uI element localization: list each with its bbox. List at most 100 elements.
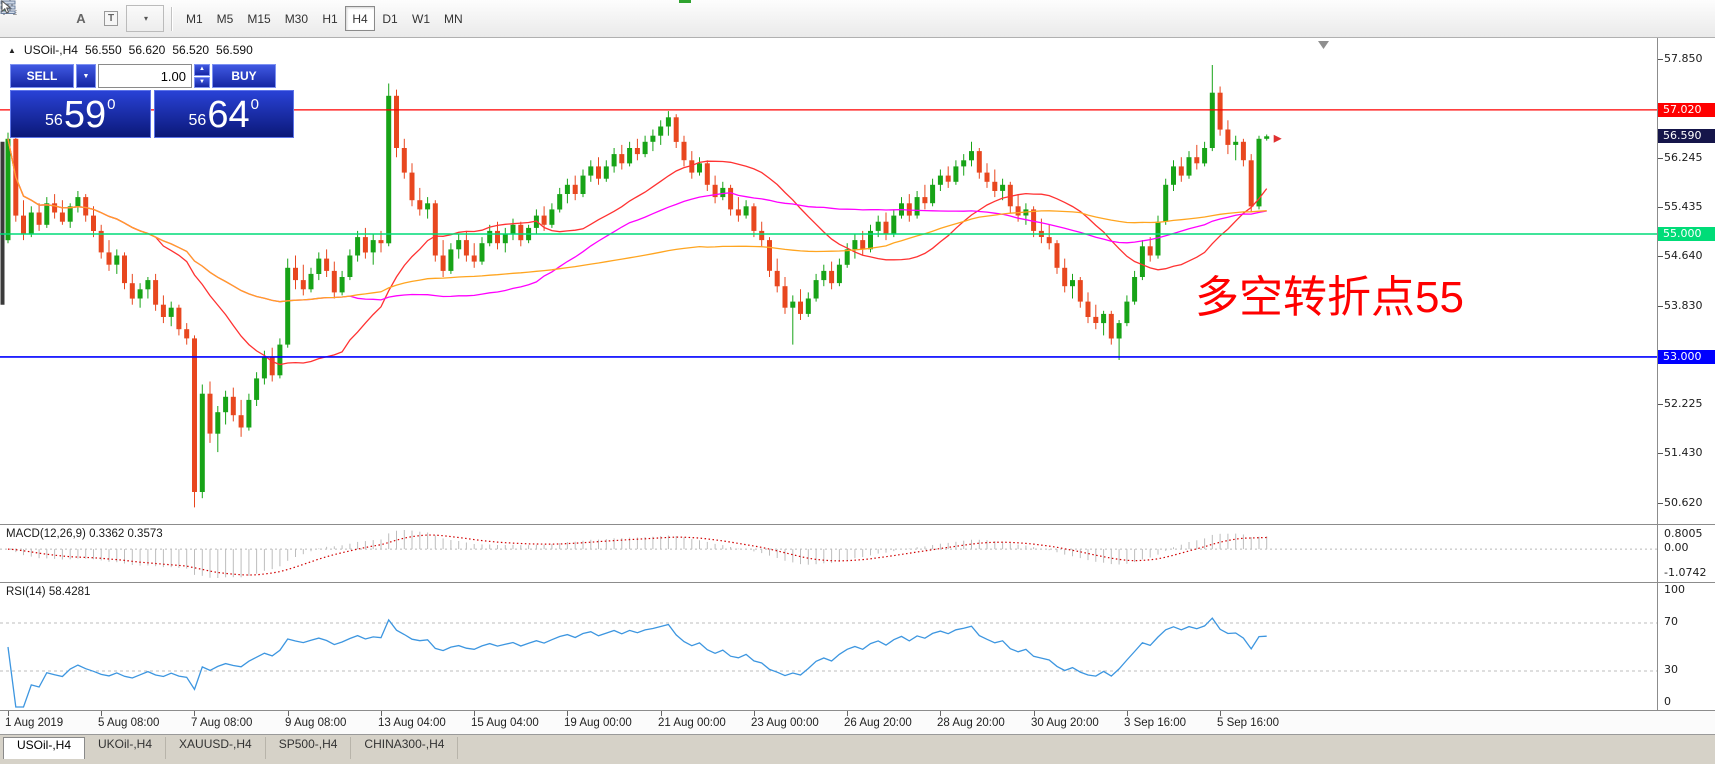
time-axis-tick [194, 711, 195, 716]
text-box-icon: T [103, 11, 119, 26]
price-axis-label: 52.225 [1664, 397, 1703, 410]
font-icon: A [76, 11, 86, 26]
macd-canvas[interactable] [0, 525, 1657, 582]
volume-input[interactable] [98, 64, 192, 88]
tab-sp500-h4[interactable]: SP500-,H4 [266, 737, 352, 759]
window-list-icon[interactable] [0, 0, 66, 32]
timeframe-d1[interactable]: D1 [375, 6, 405, 31]
timeframe-m1[interactable]: M1 [179, 6, 210, 31]
rsi-axis-label: 100 [1664, 583, 1685, 596]
volume-dropdown-button[interactable]: ▼ [76, 64, 96, 88]
font-tool-button[interactable]: A [66, 5, 96, 32]
time-axis-label: 7 Aug 08:00 [191, 717, 253, 729]
time-axis-tick [1034, 711, 1035, 716]
one-click-trading-panel: SELL ▼ ▲ ▼ BUY 56 59 0 56 64 0 [10, 64, 294, 138]
macd-axis-label: 0.8005 [1664, 527, 1703, 540]
axis-tick [1658, 158, 1663, 159]
time-axis-tick [754, 711, 755, 716]
main-chart-canvas[interactable] [0, 38, 1657, 524]
bottom-tabbar: USOil-,H4 UKOil-,H4 XAUUSD-,H4 SP500-,H4 CHI… [0, 734, 1715, 764]
rsi-indicator-panel: RSI(14) 58.4281 [0, 582, 1715, 710]
time-axis-label: 15 Aug 04:00 [471, 717, 539, 729]
chart-text-annotation[interactable]: 多空转折点55 [1195, 273, 1464, 322]
volume-increase-button[interactable]: ▲ [194, 64, 210, 76]
sell-price-display[interactable]: 56 59 0 [10, 90, 151, 138]
time-axis-label: 23 Aug 00:00 [751, 717, 819, 729]
rsi-axis-label: 70 [1664, 615, 1678, 628]
trade-controls-row: SELL ▼ ▲ ▼ BUY [10, 64, 294, 88]
price-axis-label: 50.620 [1664, 496, 1703, 509]
timeframe-m5[interactable]: M5 [210, 6, 241, 31]
sell-price-main: 56 [45, 112, 63, 129]
cursor-tool-button[interactable]: ▾ [1, 0, 164, 32]
buy-price-pips: 64 [207, 94, 250, 136]
time-axis-tick [474, 711, 475, 716]
price-axis-label: 51.430 [1664, 446, 1703, 459]
axis-tick [1658, 453, 1663, 454]
timeframe-mn[interactable]: MN [437, 6, 470, 31]
price-axis-label: 53.830 [1664, 299, 1703, 312]
symbol-label: USOil-,H4 [23, 43, 78, 57]
tab-china300-h4[interactable]: CHINA300-,H4 [351, 737, 459, 759]
axis-tick [1658, 59, 1663, 60]
ohlc-high: 56.620 [128, 43, 166, 57]
macd-axis-label: 0.00 [1664, 541, 1689, 554]
ohlc-open: 56.550 [84, 43, 122, 57]
volume-decrease-button[interactable]: ▼ [194, 76, 210, 88]
time-axis-label: 19 Aug 00:00 [564, 717, 632, 729]
tab-usoil-h4[interactable]: USOil-,H4 [3, 737, 86, 759]
chevron-down-icon: ▼ [82, 72, 90, 80]
time-axis-tick [661, 711, 662, 716]
macd-indicator-panel: MACD(12,26,9) 0.3362 0.3573 [0, 524, 1715, 582]
axis-tick [1658, 404, 1663, 405]
time-axis-tick [847, 711, 848, 716]
buy-price-pipette: 0 [250, 96, 259, 113]
time-axis[interactable]: 1 Aug 2019 5 Aug 08:00 7 Aug 08:00 9 Aug 08… [0, 710, 1715, 734]
axis-tick [1658, 256, 1663, 257]
time-axis-tick [101, 711, 102, 716]
timeframe-h4[interactable]: H4 [345, 6, 376, 31]
time-axis-label: 3 Sep 16:00 [1124, 717, 1187, 729]
toolbar-green-indicator [679, 0, 691, 3]
rsi-header-label: RSI(14) 58.4281 [6, 586, 91, 598]
main-chart-panel: ▲ USOil-,H4 56.550 56.620 56.520 56.590 … [0, 38, 1715, 524]
ohlc-low: 56.520 [172, 43, 210, 57]
rsi-axis-label: 0 [1664, 695, 1671, 708]
buy-price-display[interactable]: 56 64 0 [153, 90, 294, 138]
sell-button[interactable]: SELL [10, 64, 74, 88]
trade-prices-row: 56 59 0 56 64 0 [10, 90, 294, 138]
hline-price-label: 57.020 [1658, 103, 1715, 117]
time-axis-tick [381, 711, 382, 716]
timeframe-w1[interactable]: W1 [405, 6, 437, 31]
time-axis-label: 13 Aug 04:00 [378, 717, 446, 729]
price-axis-label: 56.245 [1664, 151, 1703, 164]
time-axis-label: 1 Aug 2019 [5, 717, 64, 729]
buy-price-main: 56 [188, 112, 207, 129]
toolbar-separator [171, 6, 172, 31]
collapse-triangle-icon[interactable]: ▲ [8, 45, 16, 55]
price-scale[interactable]: 57.850 56.245 55.435 54.640 53.830 52.225 51.4… [1657, 38, 1715, 710]
time-axis-tick [1127, 711, 1128, 716]
timeframe-m30[interactable]: M30 [278, 6, 315, 31]
axis-tick [1658, 306, 1663, 307]
time-axis-label: 5 Aug 08:00 [98, 717, 160, 729]
axis-tick [1658, 207, 1663, 208]
time-axis-label: 30 Aug 20:00 [1031, 717, 1099, 729]
time-axis-label: 26 Aug 20:00 [844, 717, 912, 729]
cursor-tool-icon [1, 0, 12, 14]
timeframe-h1[interactable]: H1 [315, 6, 345, 31]
tab-xauusd-h4[interactable]: XAUUSD-,H4 [166, 737, 266, 759]
timeframe-m15[interactable]: M15 [240, 6, 277, 31]
time-axis-tick [288, 711, 289, 716]
volume-spinner: ▲ ▼ [194, 64, 210, 88]
macd-header-label: MACD(12,26,9) 0.3362 0.3573 [6, 528, 163, 540]
time-axis-label: 9 Aug 08:00 [285, 717, 347, 729]
rsi-canvas[interactable] [0, 583, 1657, 710]
text-box-tool-button[interactable]: T [96, 5, 126, 32]
tab-ukoil-h4[interactable]: UKOil-,H4 [85, 737, 167, 759]
hline-price-label: 55.000 [1658, 227, 1715, 241]
time-axis-tick [567, 711, 568, 716]
buy-button[interactable]: BUY [212, 64, 276, 88]
ohlc-close: 56.590 [216, 43, 253, 57]
